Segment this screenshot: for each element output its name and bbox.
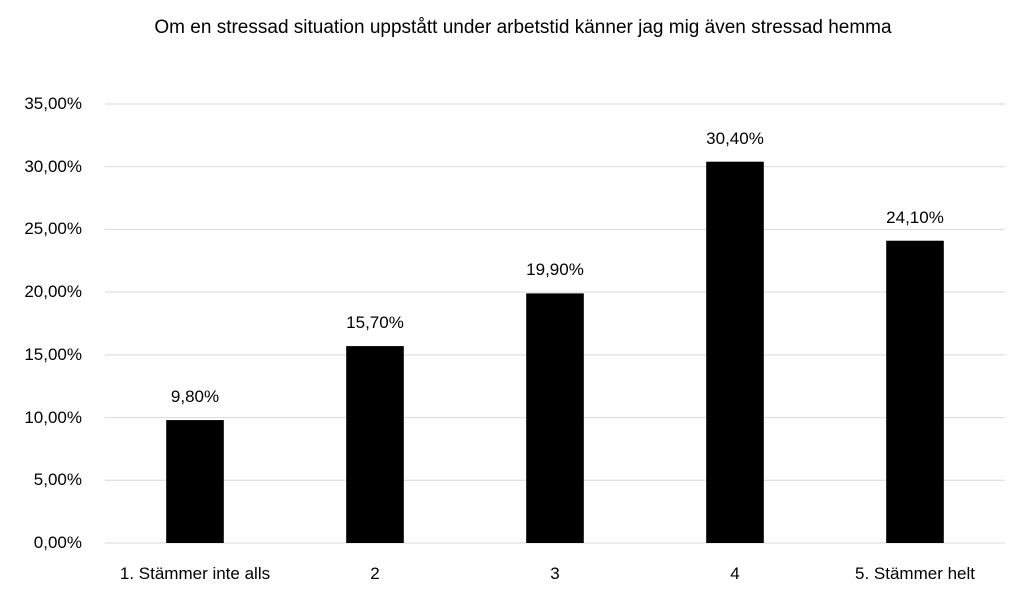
y-tick-label: 25,00% — [24, 219, 82, 239]
bar — [346, 346, 404, 543]
bar — [706, 161, 764, 543]
chart-title: Om en stressad situation uppstått under … — [154, 17, 892, 38]
bar — [886, 240, 944, 543]
y-tick-label: 20,00% — [24, 282, 82, 302]
x-tick-label: 1. Stämmer inte alls — [119, 564, 271, 583]
x-tick-label: 2 — [370, 564, 380, 583]
y-tick-label: 35,00% — [24, 94, 82, 113]
y-tick-label: 5,00% — [33, 470, 82, 490]
value-label: 15,70% — [346, 313, 404, 333]
x-tick-label: 5. Stämmer helt — [855, 564, 975, 583]
x-tick-label: 4 — [730, 564, 740, 583]
y-tick-label: 30,00% — [24, 156, 82, 176]
bar — [166, 420, 224, 543]
value-label: 24,10% — [886, 207, 944, 227]
value-label: 9,80% — [170, 387, 220, 407]
y-tick-label: 0,00% — [33, 533, 82, 552]
value-label: 30,40% — [706, 128, 764, 148]
y-tick-label: 10,00% — [24, 407, 82, 427]
bar — [526, 293, 584, 543]
x-tick-label: 3 — [550, 564, 560, 583]
y-tick-label: 15,00% — [24, 344, 82, 364]
value-label: 19,90% — [526, 260, 584, 280]
